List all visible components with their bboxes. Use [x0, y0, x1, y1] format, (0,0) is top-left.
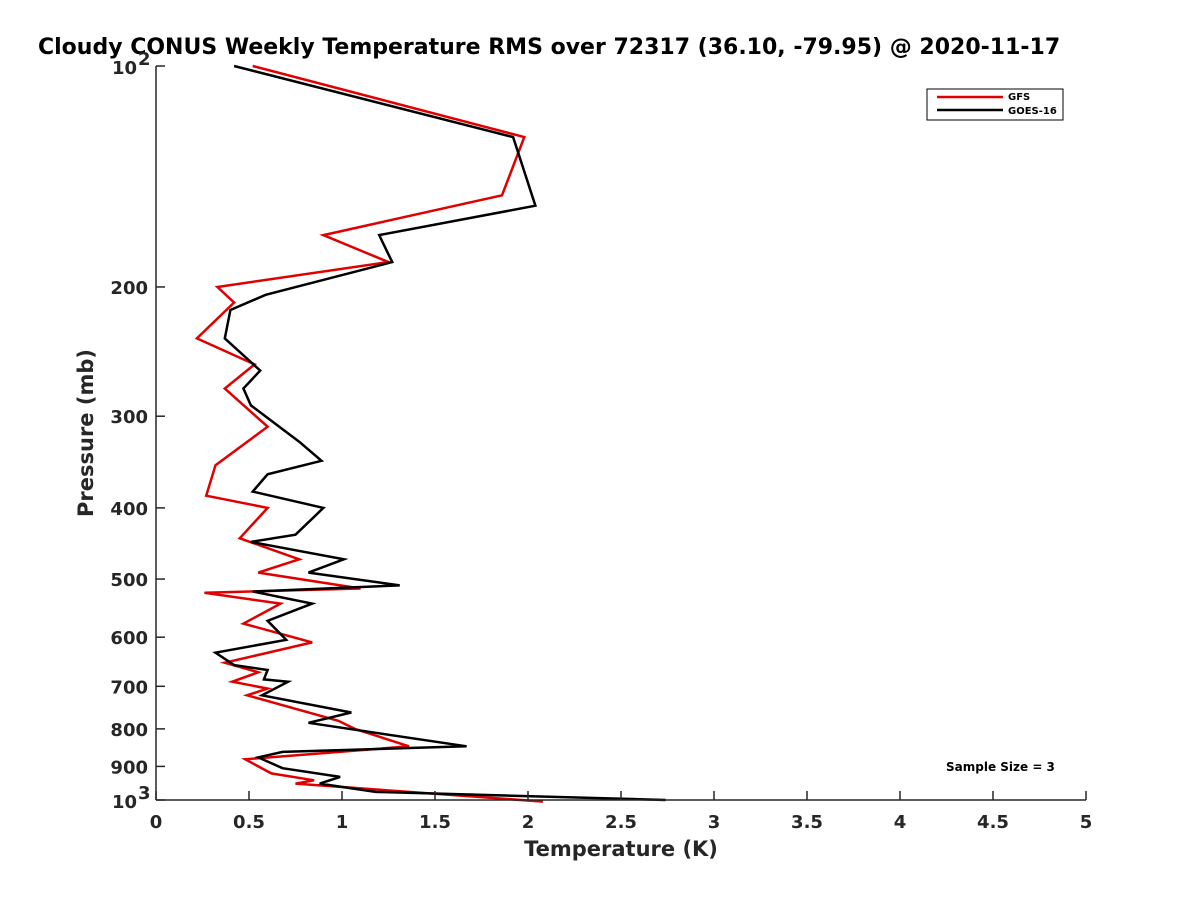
- x-tick-label: 4: [894, 812, 907, 833]
- y-tick-label: 800: [110, 720, 148, 741]
- x-tick-label: 0.5: [233, 812, 265, 833]
- series-line-goes16: [212, 64, 666, 802]
- x-tick-label: 3: [708, 812, 721, 833]
- x-ticks: 0 0.5 1 1.5 2 2.5 3 3.5 4 4.5 5: [150, 791, 1093, 833]
- sample-size-annotation: Sample Size = 3: [946, 760, 1055, 774]
- y-tick-label: 500: [110, 570, 148, 591]
- legend-label-goes16: GOES-16: [1008, 106, 1057, 117]
- legend-box: [926, 88, 1064, 121]
- y-tick-label: 200: [110, 278, 148, 299]
- y-tick-label: 600: [110, 628, 148, 649]
- series-layer: [194, 64, 666, 803]
- y-tick-label: 400: [110, 499, 148, 520]
- legend-label-gfs: GFS: [1008, 92, 1030, 103]
- series-line-gfs: [194, 64, 543, 803]
- x-tick-label: 2: [522, 812, 535, 833]
- chart-title: Cloudy CONUS Weekly Temperature RMS over…: [38, 35, 1060, 60]
- x-tick-label: 1.5: [419, 812, 451, 833]
- x-tick-label: 2.5: [605, 812, 637, 833]
- y-tick-exponent: 3: [138, 783, 151, 804]
- y-tick-label: 10: [112, 792, 137, 813]
- x-tick-label: 1: [336, 812, 349, 833]
- x-tick-label: 3.5: [791, 812, 823, 833]
- x-axis-label: Temperature (K): [524, 837, 718, 861]
- y-tick-label: 10: [112, 58, 137, 79]
- y-axis-label: Pressure (mb): [74, 349, 98, 517]
- y-tick-label: 900: [110, 757, 148, 778]
- y-tick-exponent: 2: [138, 49, 151, 70]
- legend: GFS GOES-16: [926, 88, 1064, 121]
- y-tick-label: 300: [110, 407, 148, 428]
- x-tick-label: 0: [150, 812, 163, 833]
- y-tick-label: 700: [110, 677, 148, 698]
- x-tick-label: 5: [1080, 812, 1093, 833]
- x-tick-label: 4.5: [977, 812, 1009, 833]
